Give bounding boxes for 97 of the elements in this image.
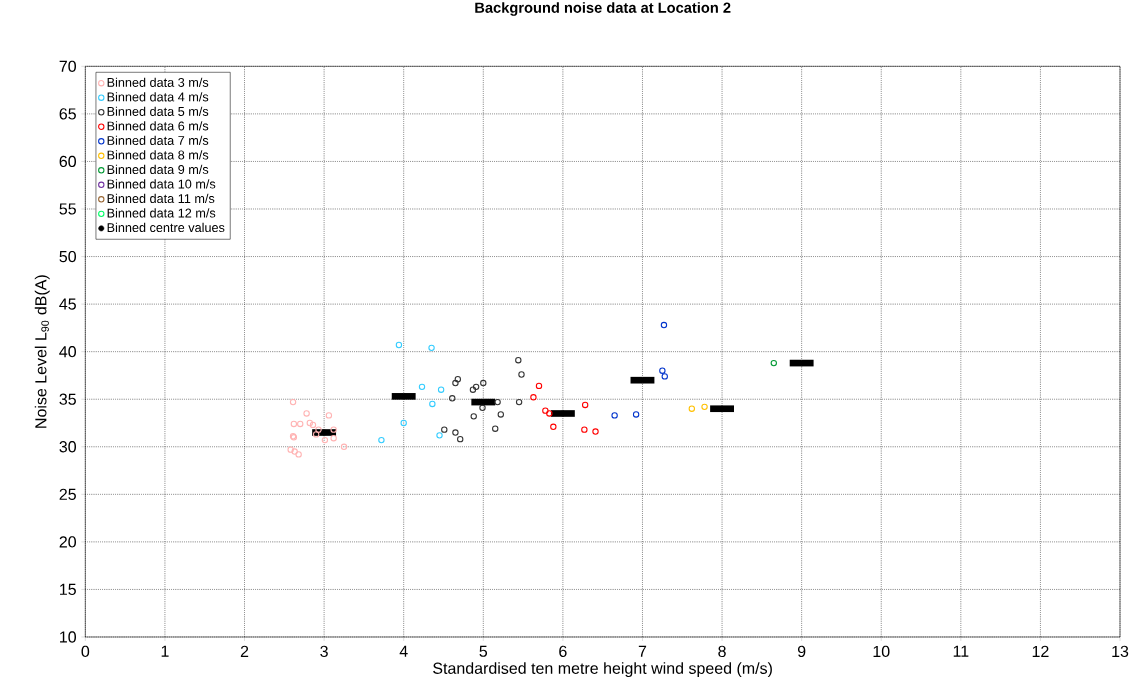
x-tick-label: 10	[873, 645, 890, 658]
x-tick-label: 12	[1032, 645, 1049, 657]
point	[330, 435, 337, 442]
point	[550, 423, 557, 431]
y-axis-title: Noise Level L$_{90}$ dB(A)	[34, 275, 50, 428]
legend-label: Binned data 4 m/s	[107, 92, 209, 102]
point	[546, 410, 553, 417]
y-tick-label: 70	[59, 60, 76, 72]
point	[479, 404, 486, 411]
y-tick-label: 65	[59, 108, 76, 120]
y-tick-label: 60	[59, 155, 76, 168]
y-tick-label: 40	[59, 346, 76, 358]
point	[428, 344, 435, 352]
legend-label: Binned data 10 m/s	[107, 179, 216, 189]
point	[325, 412, 333, 419]
point	[518, 371, 525, 378]
point	[535, 382, 543, 390]
y-tick-label: 30	[59, 441, 76, 453]
x-tick-label: 3	[320, 645, 328, 658]
point	[581, 401, 589, 409]
x-tick-label: 11	[953, 645, 969, 657]
point	[452, 429, 459, 436]
point	[492, 425, 499, 432]
point	[497, 411, 505, 418]
y-tick-label: 45	[59, 298, 76, 310]
point	[660, 321, 668, 329]
y-tick-label: 15	[60, 583, 76, 596]
point	[290, 420, 298, 428]
x-axis-title: Standardised ten metre height wind speed (m/s)	[433, 662, 772, 678]
point	[480, 379, 487, 387]
point	[659, 367, 666, 374]
point	[770, 359, 777, 367]
legend-label: Binned data 12 m/s	[107, 208, 216, 218]
point	[542, 407, 549, 414]
x-tick-label: 4	[399, 645, 408, 657]
point	[303, 410, 310, 417]
point	[530, 394, 537, 401]
y-tick-label: 35	[59, 393, 76, 405]
point	[330, 426, 337, 433]
point	[449, 395, 456, 402]
legend-label: Binned data 8 m/s	[107, 150, 209, 160]
point	[429, 400, 436, 408]
x-tick-label: 8	[718, 645, 726, 658]
point	[469, 386, 477, 393]
point	[321, 436, 329, 444]
point	[437, 386, 445, 393]
point	[395, 341, 403, 349]
point	[289, 398, 297, 406]
point	[470, 413, 477, 420]
point	[592, 428, 599, 435]
x-tick-label: 6	[559, 645, 567, 658]
y-tick-label: 10	[60, 631, 76, 643]
legend-label: Binned data 11 m/s	[107, 193, 215, 204]
x-tick-label: 7	[638, 645, 647, 657]
y-tick-label: 25	[59, 488, 76, 500]
point	[418, 383, 426, 391]
point	[515, 357, 522, 364]
point	[661, 373, 668, 380]
point	[688, 405, 696, 412]
point	[515, 398, 523, 406]
point	[581, 426, 588, 433]
point	[309, 421, 317, 429]
point	[312, 431, 320, 438]
y-tick-label: 20	[59, 536, 76, 548]
point	[494, 398, 501, 406]
x-tick-label: 0	[81, 645, 90, 658]
point	[436, 432, 443, 439]
point	[632, 411, 640, 418]
point	[297, 420, 304, 428]
chart-title: Background noise data at Location 2	[475, 2, 731, 16]
point	[287, 446, 294, 453]
x-tick-label: 5	[479, 645, 488, 657]
x-tick-label: 13	[1112, 645, 1129, 658]
point	[452, 379, 459, 387]
x-tick-label: 2	[240, 645, 249, 657]
point	[340, 443, 348, 450]
point	[454, 376, 462, 383]
point	[457, 435, 464, 443]
legend-label: Binned data 9 m/s	[107, 164, 209, 175]
legend-label: Binned data 6 m/s	[107, 121, 209, 131]
point	[291, 448, 298, 455]
point	[472, 383, 480, 391]
legend-label: Binned data 5 m/s	[107, 106, 209, 116]
point	[400, 419, 407, 427]
x-tick-label: 1	[161, 645, 169, 657]
legend-label: Binned centre values	[107, 222, 225, 233]
point	[295, 451, 302, 458]
x-tick-label: 9	[797, 645, 806, 658]
legend-label: Binned data 3 m/s	[107, 77, 209, 87]
legend-label: Binned data 7 m/s	[107, 135, 209, 145]
point	[701, 403, 708, 411]
point	[378, 436, 385, 444]
point	[441, 426, 448, 433]
y-tick-label: 55	[59, 203, 76, 215]
y-tick-label: 50	[59, 250, 76, 263]
point	[611, 412, 618, 419]
point	[306, 419, 313, 427]
